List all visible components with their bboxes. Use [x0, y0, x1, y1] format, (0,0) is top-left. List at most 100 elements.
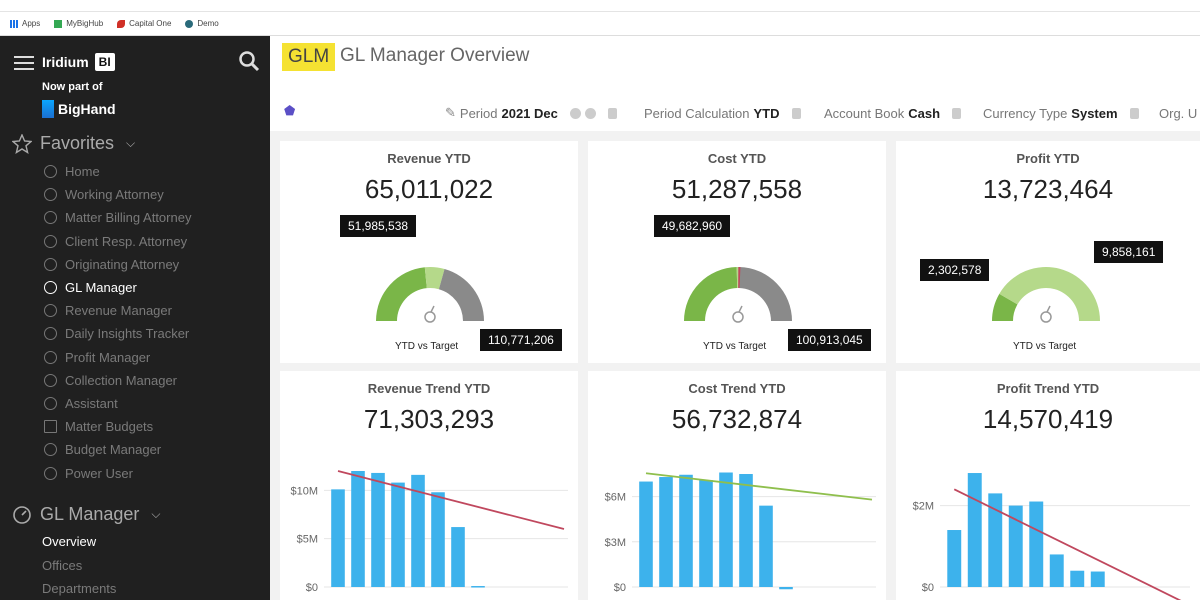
nav-item-budget-manager[interactable]: Budget Manager [44, 438, 191, 461]
bookmark-demo[interactable]: Demo [185, 19, 219, 28]
nav-item-label: Profit Manager [65, 349, 151, 365]
nav-item-label: Revenue Manager [65, 303, 172, 319]
nav-item-label: Assistant [65, 395, 118, 411]
gauge-icon [44, 281, 57, 295]
profit-trend-chart: $0 $2M [913, 473, 1190, 600]
lock-icon [607, 107, 617, 119]
subnav-offices[interactable]: Offices [42, 557, 83, 573]
nav-item-power-user[interactable]: Power User [44, 461, 191, 484]
home-icon [44, 165, 57, 179]
profit-ytd-card: Profit YTD 13,723,464 2,302,578 9,858,16… [896, 141, 1200, 363]
filter-period[interactable]: ✎ Period 2021 Dec [445, 105, 617, 121]
trend-bar [371, 472, 385, 587]
browser-address-bar [0, 0, 1200, 12]
nav-item-matter-billing-attorney[interactable]: Matter Billing Attorney [44, 206, 191, 229]
nav-item-assistant[interactable]: Assistant [44, 392, 191, 415]
trend-bar [431, 492, 445, 587]
filter-org-unit[interactable]: Org. U [1159, 105, 1198, 121]
trend-bar [411, 474, 425, 587]
nav-item-working-attorney[interactable]: Working Attorney [44, 183, 191, 206]
subnav-departments[interactable]: Departments [42, 581, 117, 596]
next-period-icon[interactable] [584, 107, 596, 119]
hamburger-menu-icon[interactable] [14, 56, 34, 74]
nav-item-label: Home [65, 164, 100, 180]
favorites-section[interactable]: Favorites ⌵ [12, 133, 135, 154]
gauge-ytd-arc [999, 267, 1100, 321]
bighand-logo: BigHand [42, 100, 116, 118]
gauge-remaining-arc [438, 268, 484, 321]
bookmark-mybighub[interactable]: MyBigHub [54, 19, 103, 28]
trend-bar [719, 472, 733, 587]
subnav-overview[interactable]: Overview [42, 534, 97, 549]
trendline [645, 472, 873, 501]
profit-gauge [992, 267, 1100, 323]
gauge-icon [44, 257, 57, 271]
lock-icon [952, 107, 962, 119]
card-title: Cost Trend YTD [688, 381, 786, 396]
nav-item-matter-budgets[interactable]: Matter Budgets [44, 415, 191, 438]
card-value: 51,287,558 [671, 174, 803, 204]
nav-item-gl-manager[interactable]: GL Manager [44, 276, 191, 299]
trend-bar [759, 505, 773, 587]
y-tick-label: $6M [605, 492, 626, 504]
search-icon[interactable] [238, 50, 260, 72]
gauge-icon [13, 505, 31, 524]
gauge-actual-arc [684, 267, 738, 321]
brand-logo: Iridium BI [42, 53, 115, 71]
card-value: 56,732,874 [671, 404, 803, 434]
trend-bar [351, 471, 365, 587]
prev-period-icon[interactable] [569, 107, 581, 119]
star-icon [12, 133, 32, 154]
card-value: 14,570,419 [982, 404, 1114, 434]
card-value: 65,011,022 [364, 174, 494, 204]
gauge-marker [738, 267, 741, 289]
gauge-ytd-arc [424, 267, 445, 290]
filter-currency-type[interactable]: Currency Type System [983, 106, 1139, 121]
trend-bar [1029, 501, 1044, 587]
nav-item-label: Originating Attorney [65, 256, 180, 272]
bookmark-capitalone[interactable]: Capital One [117, 19, 171, 28]
nav-item-client-resp-attorney[interactable]: Client Resp. Attorney [44, 230, 191, 253]
eraser-icon[interactable]: ⬟ [284, 103, 296, 118]
gl-manager-section[interactable]: GL Manager ⌵ [12, 504, 161, 525]
nav-item-revenue-manager[interactable]: Revenue Manager [44, 299, 191, 322]
gauge-icon [44, 373, 57, 387]
y-tick-label: $2M [913, 501, 934, 513]
lock-icon [791, 107, 801, 119]
mybighub-icon [54, 19, 63, 28]
trend-bar [639, 481, 653, 587]
trend-bar [331, 489, 345, 587]
filter-period-calculation[interactable]: Period Calculation YTD [644, 106, 801, 121]
trend-bar [1070, 570, 1085, 587]
revenue-trend-card: Revenue Trend YTD 71,303,293 $0 $5M $10M [280, 371, 578, 600]
bookmarks-bar: Apps MyBigHub Capital One Demo [0, 12, 1200, 36]
gauge-icon [44, 211, 57, 225]
gauge-actual-arc [376, 267, 427, 321]
revenue-gauge [376, 267, 484, 323]
nav-item-originating-attorney[interactable]: Originating Attorney [44, 253, 191, 276]
gauge-icon [44, 396, 57, 410]
gauge-right-tag: 9,858,161 [1094, 241, 1164, 263]
gauge-right-tag: 110,771,206 [480, 329, 562, 351]
card-title: Revenue Trend YTD [367, 381, 491, 396]
nav-item-home[interactable]: Home [44, 160, 191, 183]
gauge-left-tag: 51,985,538 [340, 215, 417, 237]
trend-bar [739, 474, 753, 587]
chevron-down-icon: ⌵ [126, 136, 136, 150]
revenue-ytd-card: Revenue YTD 65,011,022 51,985,538 110,77… [280, 141, 578, 363]
gauge-label: YTD vs Target [703, 341, 767, 352]
cost-trend-card: Cost Trend YTD 56,732,874 $0 $3M $6M [588, 371, 886, 600]
nav-item-daily-insights-tracker[interactable]: Daily Insights Tracker [44, 322, 191, 345]
nav-item-label: Collection Manager [65, 372, 178, 388]
nav-item-profit-manager[interactable]: Profit Manager [44, 346, 191, 369]
nav-item-collection-manager[interactable]: Collection Manager [44, 369, 191, 392]
bookmark-apps[interactable]: Apps [10, 19, 40, 28]
filter-account-book[interactable]: Account Book Cash [824, 106, 962, 121]
gauge-needle-line [1046, 305, 1051, 313]
apps-grid-icon [10, 19, 18, 28]
trend-bar [967, 473, 982, 587]
nav-item-label: Client Resp. Attorney [65, 233, 188, 249]
gauge-needle-icon [1040, 311, 1052, 323]
gauge-icon [44, 327, 57, 341]
profit-trend-card: Profit Trend YTD 14,570,419 $0 $2M [896, 371, 1200, 600]
